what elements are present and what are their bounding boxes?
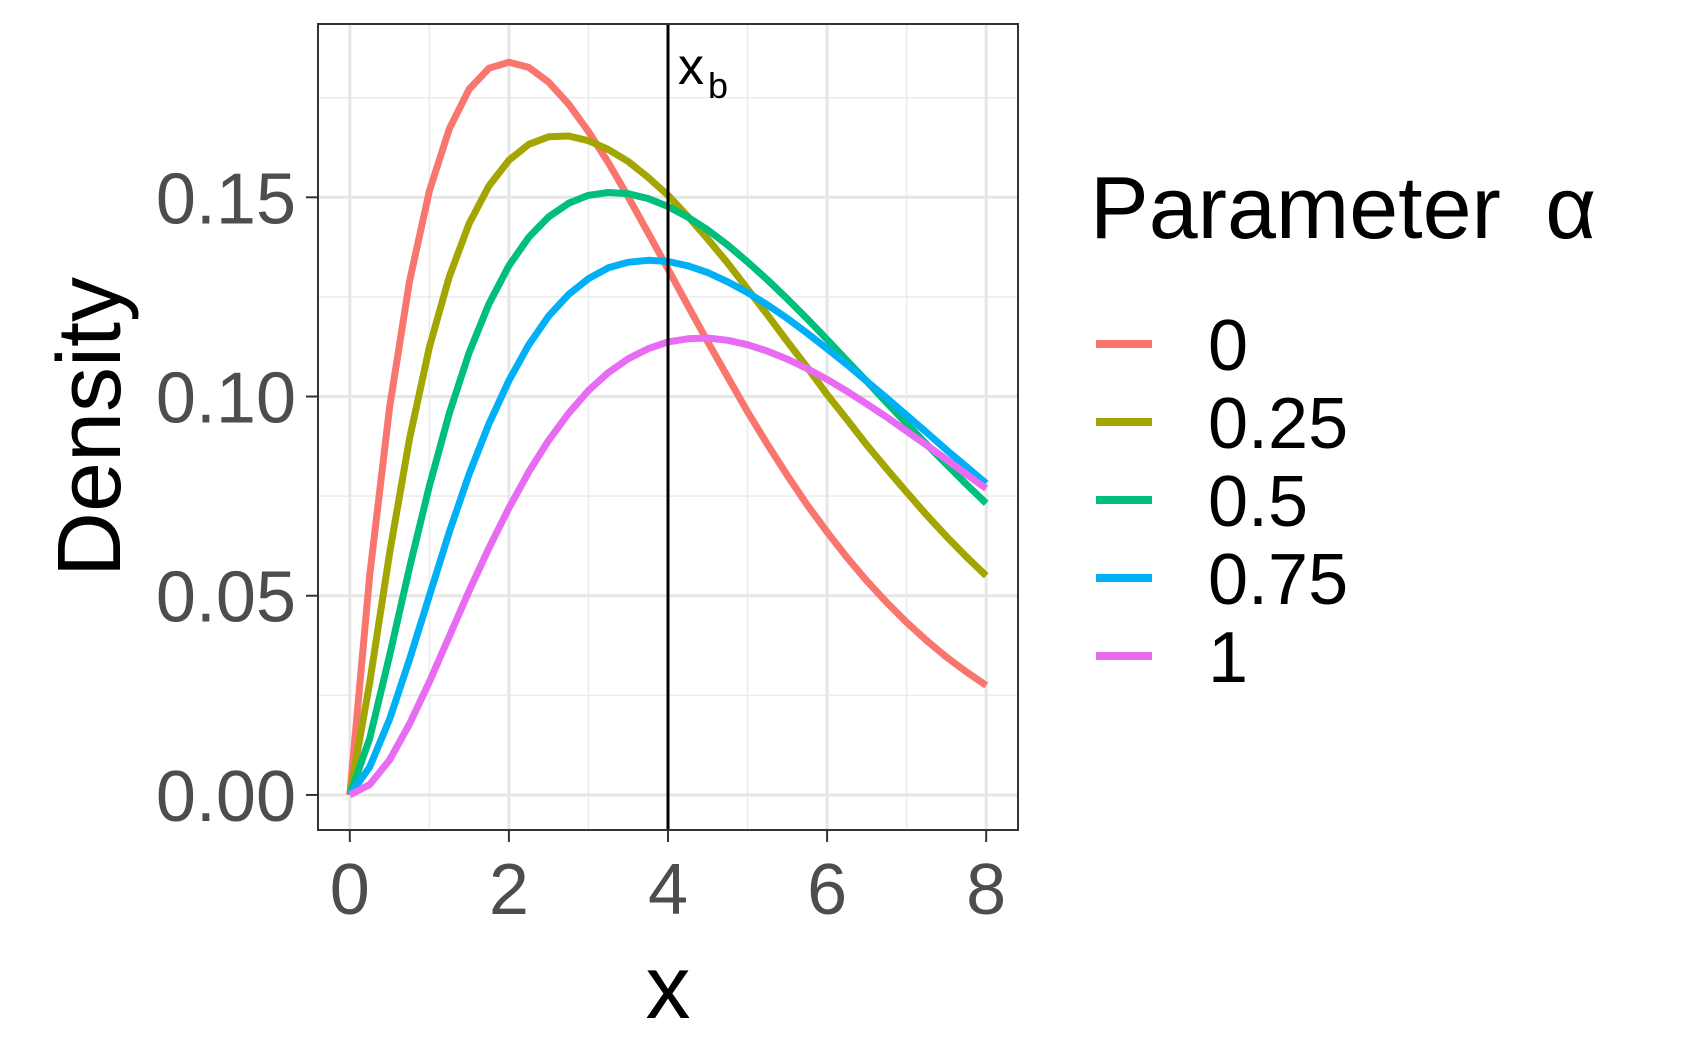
x-tick-label: 4: [648, 850, 688, 930]
legend-label: 0.25: [1208, 384, 1348, 464]
y-axis: 0.00 0.05 0.10 0.15: [156, 159, 318, 837]
x-axis-title: x: [646, 938, 691, 1038]
x-tick-label: 6: [807, 850, 847, 930]
annotation: x b: [666, 24, 728, 830]
legend-label: 1: [1208, 618, 1248, 698]
x-tick-label: 8: [966, 850, 1006, 930]
y-tick-label: 0.00: [156, 757, 296, 837]
annotation-label: x b: [678, 38, 728, 106]
y-tick-label: 0.10: [156, 359, 296, 439]
x-tick-label: 0: [330, 850, 370, 930]
x-tick-label: 2: [489, 850, 529, 930]
y-axis-title: Density: [40, 277, 140, 577]
annotation-label-main: x: [678, 38, 704, 96]
legend-title-text: Parameter: [1090, 158, 1501, 257]
x-axis: 0 2 4 6 8: [330, 830, 1006, 930]
legend-label: 0: [1208, 306, 1248, 386]
y-tick-label: 0.15: [156, 159, 296, 239]
legend-title-symbol: α: [1545, 158, 1596, 257]
y-tick-label: 0.05: [156, 558, 296, 638]
legend-title: Parameter α: [1090, 158, 1596, 257]
annotation-label-sub: b: [708, 65, 728, 106]
legend-label: 0.5: [1208, 462, 1308, 542]
legend: Parameter α 00.250.50.751: [1090, 158, 1596, 698]
legend-items: 00.250.50.751: [1096, 306, 1348, 698]
legend-label: 0.75: [1208, 540, 1348, 620]
